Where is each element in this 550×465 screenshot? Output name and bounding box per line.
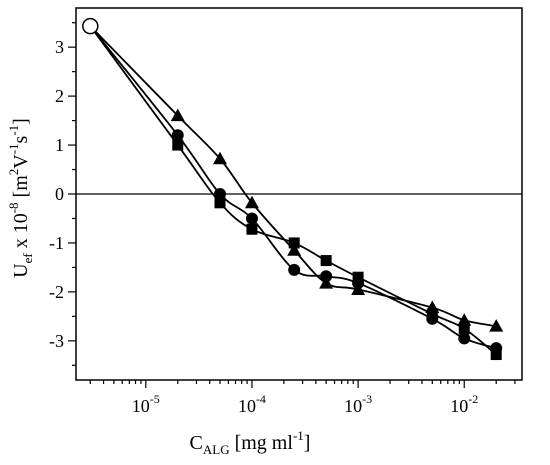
circle-point (426, 312, 439, 325)
y-tick-label: 2 (55, 86, 64, 106)
square-point (214, 197, 226, 209)
triangle-point (212, 151, 227, 165)
square-point (172, 139, 184, 151)
x-axis-title: CALG [mg ml-1] (190, 428, 311, 457)
x-axis-ticks: 10-5 10-4 10-3 10-2 (89, 380, 516, 416)
series-lines (89, 25, 497, 356)
x-tick-label: 10-4 (238, 392, 266, 416)
triangle-point (351, 282, 366, 295)
x-tick-label: 10-3 (344, 392, 372, 416)
x-tick-label: 10-2 (450, 392, 478, 416)
triangle-point (170, 108, 185, 122)
square-point (246, 223, 258, 235)
square-point (458, 323, 470, 335)
triangle-point (425, 300, 440, 314)
y-axis-ticks: 3 2 1 0 -1 -2 -3 (49, 22, 76, 366)
y-tick-label: -2 (49, 282, 64, 302)
open-circle-point (82, 17, 99, 35)
y-tick-label: 1 (55, 135, 64, 155)
triangle-series-line (89, 25, 497, 328)
y-tick-label: 0 (55, 184, 64, 204)
circle-point (288, 263, 301, 276)
y-tick-label: -3 (49, 331, 64, 351)
triangle-point (457, 313, 472, 326)
square-series-line (89, 25, 497, 356)
circle-point (458, 332, 471, 345)
y-axis-title: Uef x 10-8 [m2V-1s-1] (6, 118, 35, 278)
y-tick-label: 3 (55, 37, 64, 57)
circle-point (490, 342, 503, 355)
square-point (288, 237, 300, 249)
circle-point (171, 129, 184, 142)
series-marks (82, 17, 504, 361)
triangle-point (244, 195, 259, 209)
triangle-point (489, 319, 504, 332)
triangle-point (319, 276, 334, 289)
circle-point (213, 188, 226, 200)
circle-series-line (89, 25, 497, 350)
y-tick-label: -1 (49, 233, 64, 253)
triangle-point (287, 243, 302, 256)
circle-point (245, 212, 258, 225)
square-point (490, 349, 502, 361)
square-point (320, 255, 332, 267)
x-tick-label: 10-5 (132, 392, 160, 416)
